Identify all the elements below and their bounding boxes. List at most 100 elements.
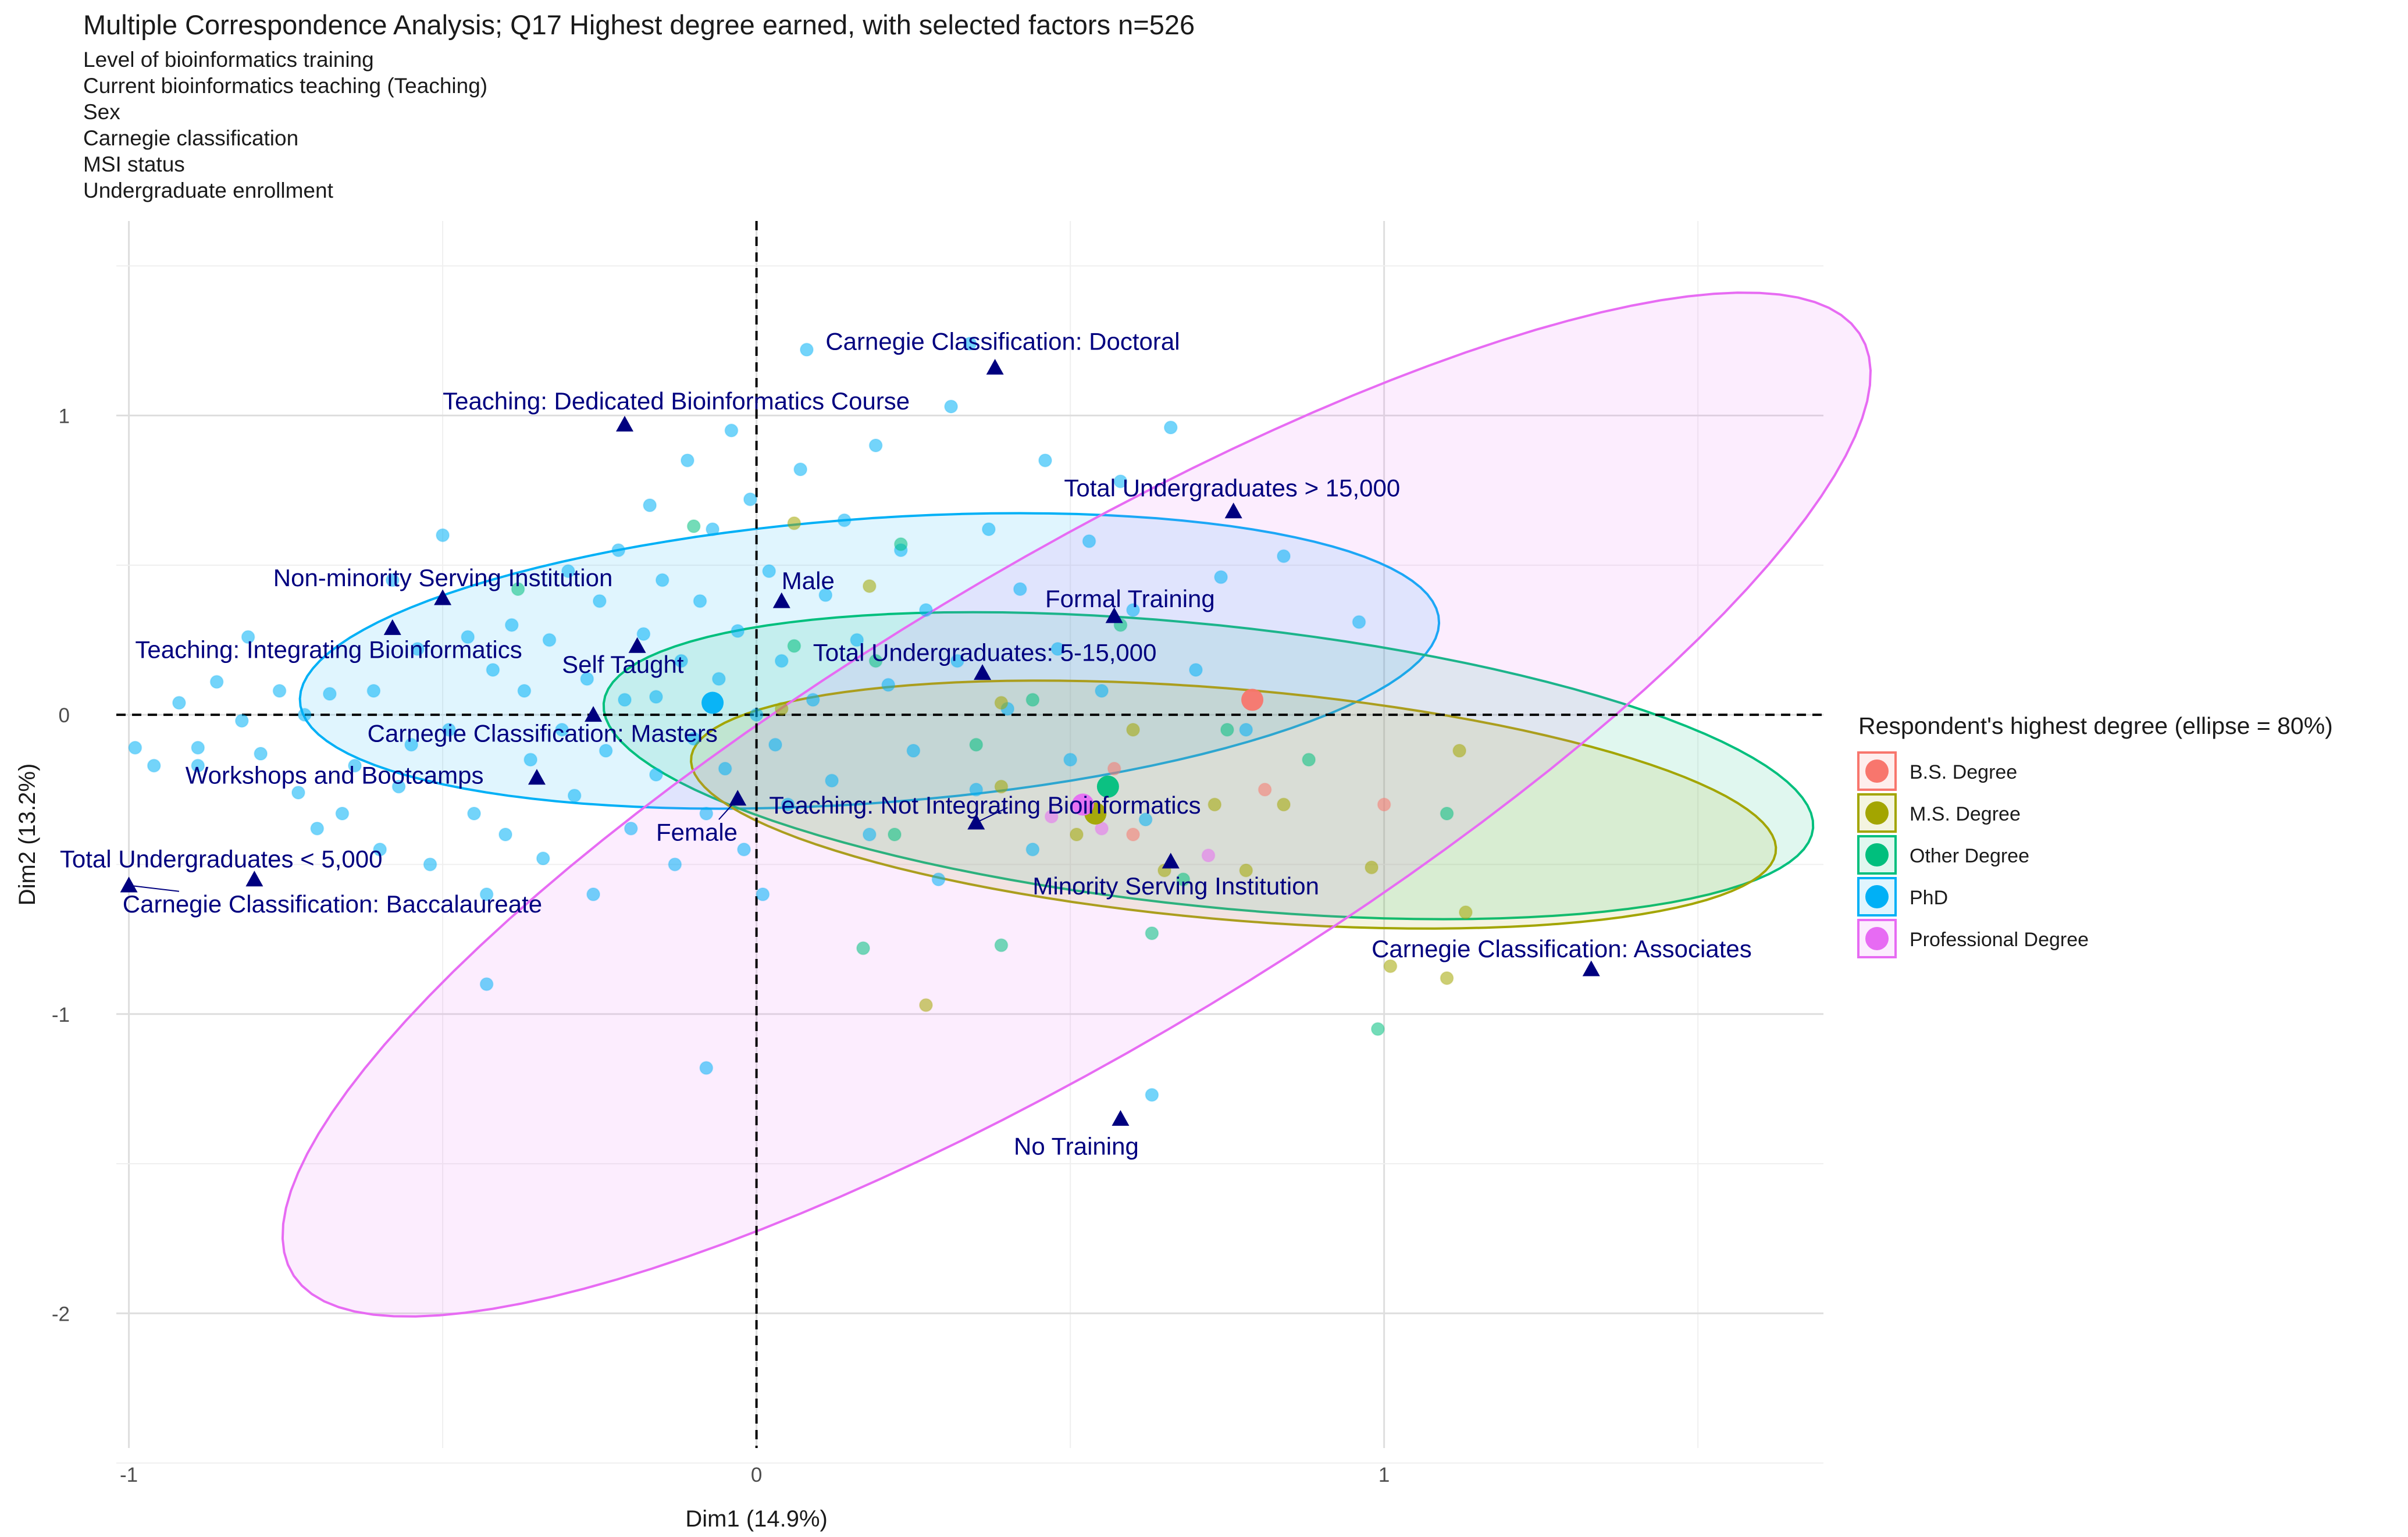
respondent-point — [1126, 828, 1141, 841]
respondent-point — [643, 498, 657, 512]
category-label: Total Undergraduates: 5-15,000 — [813, 639, 1157, 666]
respondent-point — [1126, 722, 1141, 737]
legend-key-dot — [1865, 843, 1889, 866]
respondent-point — [1025, 842, 1040, 857]
subtitle-line: Undergraduate enrollment — [83, 179, 333, 202]
respondent-point — [1377, 797, 1391, 812]
respondent-point — [322, 687, 337, 701]
respondent-point — [1082, 534, 1096, 548]
category-marker — [1162, 853, 1180, 869]
respondent-point — [994, 779, 1009, 794]
respondent-point — [868, 438, 883, 452]
category-label: Total Undergraduates > 15,000 — [1064, 474, 1400, 501]
legend-label: M.S. Degree — [1910, 803, 2021, 825]
category-marker — [383, 619, 401, 635]
category-label: Non-minority Serving Institution — [273, 564, 613, 591]
respondent-point — [1044, 809, 1059, 824]
category-label: Carnegie Classification: Baccalaureate — [123, 890, 542, 918]
respondent-point — [693, 594, 707, 608]
respondent-point — [1113, 474, 1128, 488]
y-tick-label: 0 — [59, 704, 70, 727]
respondent-point — [1452, 743, 1467, 758]
respondent-point — [310, 821, 325, 836]
label-leader-line — [718, 798, 738, 820]
group-centroids — [701, 689, 1264, 825]
respondent-point — [1063, 753, 1078, 767]
respondent-point — [618, 693, 632, 707]
subtitle-line: Sex — [83, 100, 120, 124]
respondent-point — [479, 887, 494, 901]
respondent-point — [1095, 683, 1109, 698]
category-label: Formal Training — [1045, 585, 1215, 612]
respondent-point — [467, 806, 482, 821]
respondent-point — [1220, 722, 1234, 737]
respondent-point — [147, 758, 161, 773]
respondent-point — [781, 797, 795, 812]
category-marker — [434, 589, 452, 605]
respondent-point — [586, 887, 601, 901]
category-marker — [986, 359, 1004, 375]
respondent-point — [737, 842, 751, 857]
respondent-point — [868, 654, 883, 668]
respondent-point — [1050, 641, 1065, 656]
respondent-point — [1214, 570, 1228, 584]
respondent-point — [837, 513, 852, 527]
respondent-point — [649, 768, 663, 782]
respondent-point — [1025, 693, 1040, 707]
respondent-point — [391, 779, 406, 794]
respondent-point — [981, 522, 996, 537]
respondent-point — [768, 737, 782, 752]
respondent-point — [580, 672, 594, 686]
respondent-point — [699, 806, 714, 821]
respondent-point — [699, 1061, 714, 1075]
category-marker — [1105, 607, 1123, 623]
category-marker — [616, 415, 634, 431]
respondent-point — [297, 708, 312, 722]
respondent-point — [850, 633, 864, 647]
reference-lines — [116, 221, 1823, 1448]
respondent-point — [1069, 828, 1084, 841]
category-label: Female — [656, 818, 738, 846]
respondent-point — [517, 683, 532, 698]
category-marker — [1112, 1110, 1130, 1126]
respondent-point — [893, 537, 908, 551]
respondent-point — [711, 672, 726, 686]
category-points: Carnegie Classification: Doctoral Teachin… — [60, 327, 1752, 1160]
respondent-point — [1138, 812, 1153, 827]
respondent-point — [724, 423, 739, 438]
respondent-point — [348, 758, 362, 773]
centroid-phd — [701, 691, 724, 714]
respondent-point — [649, 690, 663, 704]
category-label: Minority Serving Institution — [1032, 872, 1319, 900]
category-label: Teaching: Dedicated Bioinformatics Cours… — [443, 387, 910, 415]
category-marker — [120, 876, 138, 893]
legend-label: B.S. Degree — [1910, 761, 2017, 783]
respondent-point — [680, 453, 694, 468]
respondent-point — [906, 743, 921, 758]
legend: Respondent's highest degree (ellipse = 8… — [1857, 712, 2333, 958]
respondent-point — [1038, 453, 1052, 468]
respondent-point — [1145, 1087, 1159, 1102]
respondent-point — [686, 732, 701, 746]
ellipse-m-s-degree — [690, 679, 1777, 930]
respondent-point — [1383, 959, 1398, 973]
respondent-point — [749, 708, 764, 722]
respondent-point — [272, 683, 287, 698]
respondent-point — [1258, 782, 1272, 797]
respondent-point — [731, 624, 745, 639]
respondent-point — [441, 722, 456, 737]
respondent-point — [1207, 797, 1222, 812]
respondent-point — [128, 740, 143, 755]
label-leader-line — [975, 807, 1008, 823]
respondent-point — [931, 872, 946, 887]
category-marker — [729, 790, 747, 806]
category-label: Teaching: Integrating Bioinformatics — [135, 636, 522, 663]
chart-title: Multiple Correspondence Analysis; Q17 Hi… — [83, 9, 1195, 40]
y-tick-label: -2 — [52, 1303, 70, 1325]
x-axis-title: Dim1 (14.9%) — [685, 1506, 828, 1532]
respondent-point — [561, 564, 575, 579]
subtitle-line: Current bioinformatics teaching (Teachin… — [83, 74, 488, 98]
respondent-point — [881, 677, 896, 692]
respondent-point — [423, 857, 437, 872]
legend-key-dot — [1865, 801, 1889, 825]
